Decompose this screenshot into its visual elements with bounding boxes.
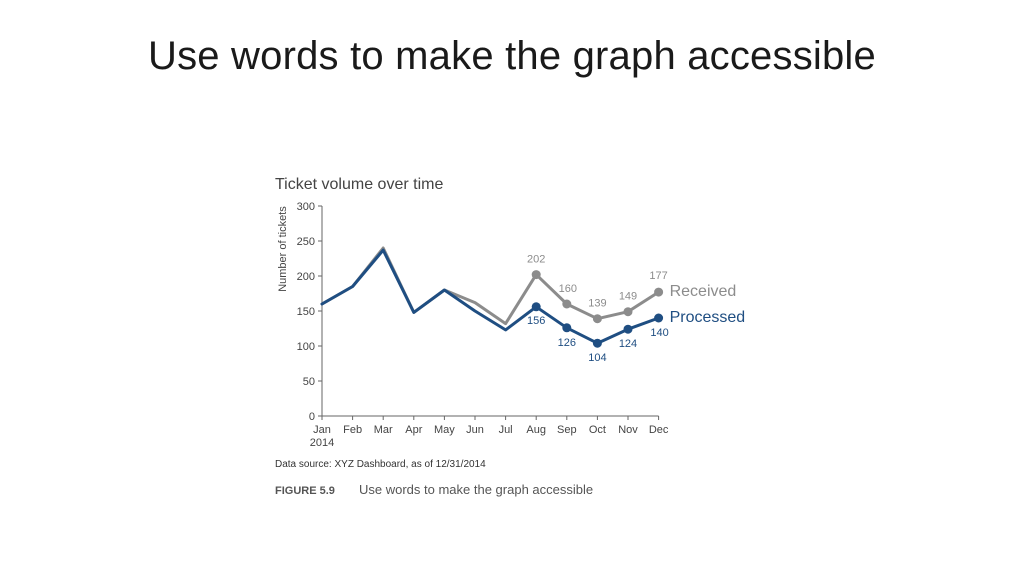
y-tick-label: 50 [303, 376, 315, 388]
data-point-processed [592, 338, 602, 348]
figure-caption: Use words to make the graph accessible [359, 482, 593, 497]
data-point-processed [623, 324, 633, 334]
y-tick-label: 250 [297, 236, 315, 248]
data-point-received [654, 287, 664, 297]
x-tick-label: Nov [618, 424, 638, 436]
x-tick-label: Oct [589, 424, 606, 436]
data-label-processed: 104 [588, 352, 606, 364]
x-tick-label: Mar [374, 424, 393, 436]
data-label-received: 160 [559, 283, 577, 295]
data-label-processed: 124 [619, 338, 637, 350]
data-point-received [562, 299, 572, 309]
data-point-received [531, 270, 541, 280]
x-tick-label: Jun [466, 424, 484, 436]
series-line-received [320, 246, 661, 326]
slide-title: Use words to make the graph accessible [148, 34, 876, 78]
data-label-received: 202 [527, 254, 545, 266]
data-point-processed [562, 323, 572, 333]
x-tick-label: Jan [313, 424, 331, 436]
y-tick-label: 0 [309, 411, 315, 423]
data-label-received: 139 [588, 298, 606, 310]
x-tick-label: Dec [649, 424, 669, 436]
data-point-processed [531, 302, 541, 312]
data-point-received [623, 307, 633, 317]
x-tick-label: Jul [499, 424, 513, 436]
series-labels: 202 160 139 149 177 156 126 104 124 140 [527, 254, 669, 365]
data-point-received [592, 314, 602, 324]
y-tick-label: 100 [297, 341, 315, 353]
data-label-received: 177 [649, 270, 667, 282]
series-lines [320, 246, 661, 345]
chart-title: Ticket volume over time [275, 176, 443, 193]
x-tick-label: Apr [405, 424, 422, 436]
x-tick-label: Aug [526, 424, 546, 436]
legend-received: Received [670, 283, 737, 300]
x-tick-label: Sep [557, 424, 577, 436]
y-tick-label: 200 [297, 271, 315, 283]
x-tick-year-label: 2014 [310, 437, 334, 449]
y-tick-label: 150 [297, 306, 315, 318]
data-point-processed [654, 313, 664, 323]
data-source-note: Data source: XYZ Dashboard, as of 12/31/… [275, 459, 486, 470]
y-axis-label: Number of tickets [277, 206, 289, 292]
data-label-processed: 140 [650, 327, 668, 339]
chart-axes: 0 50 100 150 200 250 300 Number of tickets Jan Fe… [277, 201, 669, 449]
figure-number: FIGURE 5.9 [275, 485, 335, 497]
data-label-received: 149 [619, 291, 637, 303]
data-label-processed: 126 [558, 337, 576, 349]
series-line-processed [320, 248, 661, 345]
legend-processed: Processed [670, 309, 746, 326]
y-tick-label: 300 [297, 201, 315, 213]
series-points [531, 270, 664, 348]
series-legend: Received Processed [670, 283, 746, 326]
x-tick-label: Feb [343, 424, 362, 436]
data-label-processed: 156 [527, 315, 545, 327]
x-tick-label: May [434, 424, 455, 436]
